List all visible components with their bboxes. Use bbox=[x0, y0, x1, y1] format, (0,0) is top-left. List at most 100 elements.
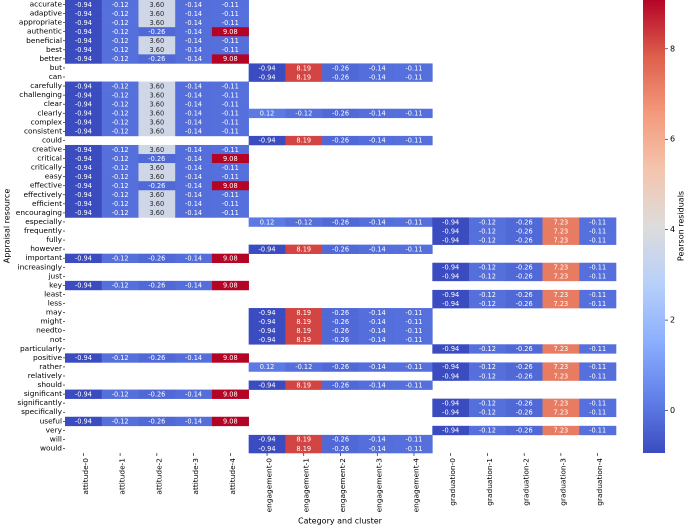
cell-label: -0.26 bbox=[516, 409, 533, 417]
y-tick-label: encouraging bbox=[16, 208, 62, 217]
heatmap-cell bbox=[358, 72, 396, 82]
x-tick-label: graduation-3 bbox=[558, 458, 567, 506]
y-tick-label: might bbox=[40, 317, 62, 326]
cell-label: -0.14 bbox=[369, 445, 386, 453]
heatmap-cell bbox=[322, 335, 360, 345]
heatmap-cell bbox=[211, 27, 249, 37]
cell-label: -0.26 bbox=[332, 381, 349, 389]
x-tick-label: attitude-0 bbox=[81, 458, 90, 495]
cell-label: -0.26 bbox=[516, 399, 533, 407]
colorbar-tick-label: 6 bbox=[670, 135, 675, 144]
heatmap-cell bbox=[248, 308, 286, 318]
heatmap-cell bbox=[322, 317, 360, 327]
heatmap-cell bbox=[579, 235, 617, 245]
heatmap-cell bbox=[432, 262, 470, 273]
heatmap-cell bbox=[65, 45, 103, 55]
x-tick-label: graduation-1 bbox=[485, 458, 494, 506]
cell-label: 3.60 bbox=[149, 209, 164, 217]
heatmap-cell bbox=[101, 416, 139, 427]
heatmap-cell bbox=[395, 326, 433, 336]
heatmap-cell bbox=[65, 54, 103, 64]
heatmap-cell bbox=[358, 244, 396, 254]
heatmap-cell bbox=[432, 425, 470, 436]
heatmap-cell bbox=[175, 353, 213, 363]
heatmap-cell bbox=[542, 289, 580, 300]
cell-label: 8.19 bbox=[296, 381, 311, 389]
heatmap-cell bbox=[469, 262, 507, 273]
heatmap-cell bbox=[579, 298, 617, 309]
heatmap-cell bbox=[395, 135, 433, 146]
cell-label: -0.94 bbox=[75, 91, 92, 99]
heatmap-cell bbox=[138, 108, 176, 119]
cell-label: 8.19 bbox=[296, 309, 311, 317]
heatmap-cell bbox=[175, 0, 213, 10]
y-tick-label: especially bbox=[25, 217, 62, 226]
heatmap-cell bbox=[248, 108, 286, 119]
y-tick-label: useful bbox=[40, 416, 62, 425]
heatmap-cell bbox=[138, 163, 176, 173]
y-tick-label: accurate bbox=[30, 0, 63, 9]
y-tick-label: effective bbox=[30, 181, 63, 190]
cell-label: -0.12 bbox=[112, 200, 129, 208]
heatmap-cell bbox=[285, 108, 323, 119]
y-tick-label: not bbox=[50, 335, 62, 344]
heatmap-cell bbox=[101, 54, 139, 64]
heatmap-cell bbox=[175, 54, 213, 64]
heatmap-cell bbox=[65, 144, 103, 155]
heatmap-cell bbox=[65, 416, 103, 427]
y-tick-label: very bbox=[46, 425, 63, 434]
heatmap-cell bbox=[138, 389, 176, 399]
x-tick-label: engagement-4 bbox=[411, 458, 420, 513]
cell-label: -0.11 bbox=[222, 110, 239, 118]
colorbar-tick-label: 4 bbox=[670, 225, 675, 234]
heatmap-cell bbox=[542, 407, 580, 418]
y-tick-label: significantly bbox=[17, 398, 62, 407]
heatmap-cell bbox=[542, 398, 580, 408]
cell-label: -0.12 bbox=[112, 82, 129, 90]
heatmap-cell bbox=[65, 253, 103, 264]
cell-label: -0.11 bbox=[589, 300, 606, 308]
cell-label: -0.11 bbox=[405, 137, 422, 145]
heatmap-cell bbox=[469, 371, 507, 381]
cell-label: -0.12 bbox=[479, 236, 496, 244]
heatmap-cell bbox=[101, 144, 139, 155]
heatmap-cell bbox=[505, 425, 543, 436]
heatmap-cell bbox=[65, 0, 103, 10]
heatmap-cell bbox=[285, 317, 323, 327]
cell-label: -0.11 bbox=[222, 191, 239, 199]
cell-label: -0.11 bbox=[222, 1, 239, 9]
cell-label: -0.94 bbox=[75, 155, 92, 163]
cell-label: 7.23 bbox=[554, 264, 569, 272]
y-tick-label: can bbox=[49, 72, 63, 81]
cell-label: 7.23 bbox=[554, 363, 569, 371]
cell-label: -0.12 bbox=[479, 363, 496, 371]
colorbar-tick-label: 8 bbox=[670, 44, 675, 53]
x-tick-label: attitude-1 bbox=[118, 458, 127, 495]
cell-label: -0.11 bbox=[222, 46, 239, 54]
heatmap-cell bbox=[175, 416, 213, 427]
heatmap-cell bbox=[101, 353, 139, 363]
cell-label: -0.14 bbox=[369, 327, 386, 335]
cell-label: -0.11 bbox=[405, 445, 422, 453]
heatmap-cell bbox=[505, 407, 543, 418]
heatmap-cell bbox=[432, 217, 470, 227]
heatmap-cell bbox=[138, 172, 176, 182]
cell-label: -0.26 bbox=[332, 218, 349, 226]
colorbar-tick-label: 2 bbox=[670, 316, 675, 325]
cell-label: -0.12 bbox=[479, 218, 496, 226]
heatmap-cell bbox=[248, 72, 286, 82]
heatmap-cell bbox=[101, 36, 139, 46]
y-tick-label: rather bbox=[39, 362, 63, 371]
heatmap-cell bbox=[579, 398, 617, 408]
heatmap-cell bbox=[248, 335, 286, 345]
cell-label: 3.60 bbox=[149, 191, 164, 199]
cell-label: -0.12 bbox=[112, 91, 129, 99]
cell-label: -0.14 bbox=[185, 119, 202, 127]
cell-label: 7.23 bbox=[554, 345, 569, 353]
y-tick-label: efficient bbox=[32, 199, 62, 208]
heatmap-cell bbox=[579, 371, 617, 381]
cell-label: 3.60 bbox=[149, 146, 164, 154]
cell-label: -0.26 bbox=[332, 137, 349, 145]
cell-label: -0.12 bbox=[295, 363, 312, 371]
heatmap-cell bbox=[432, 271, 470, 282]
